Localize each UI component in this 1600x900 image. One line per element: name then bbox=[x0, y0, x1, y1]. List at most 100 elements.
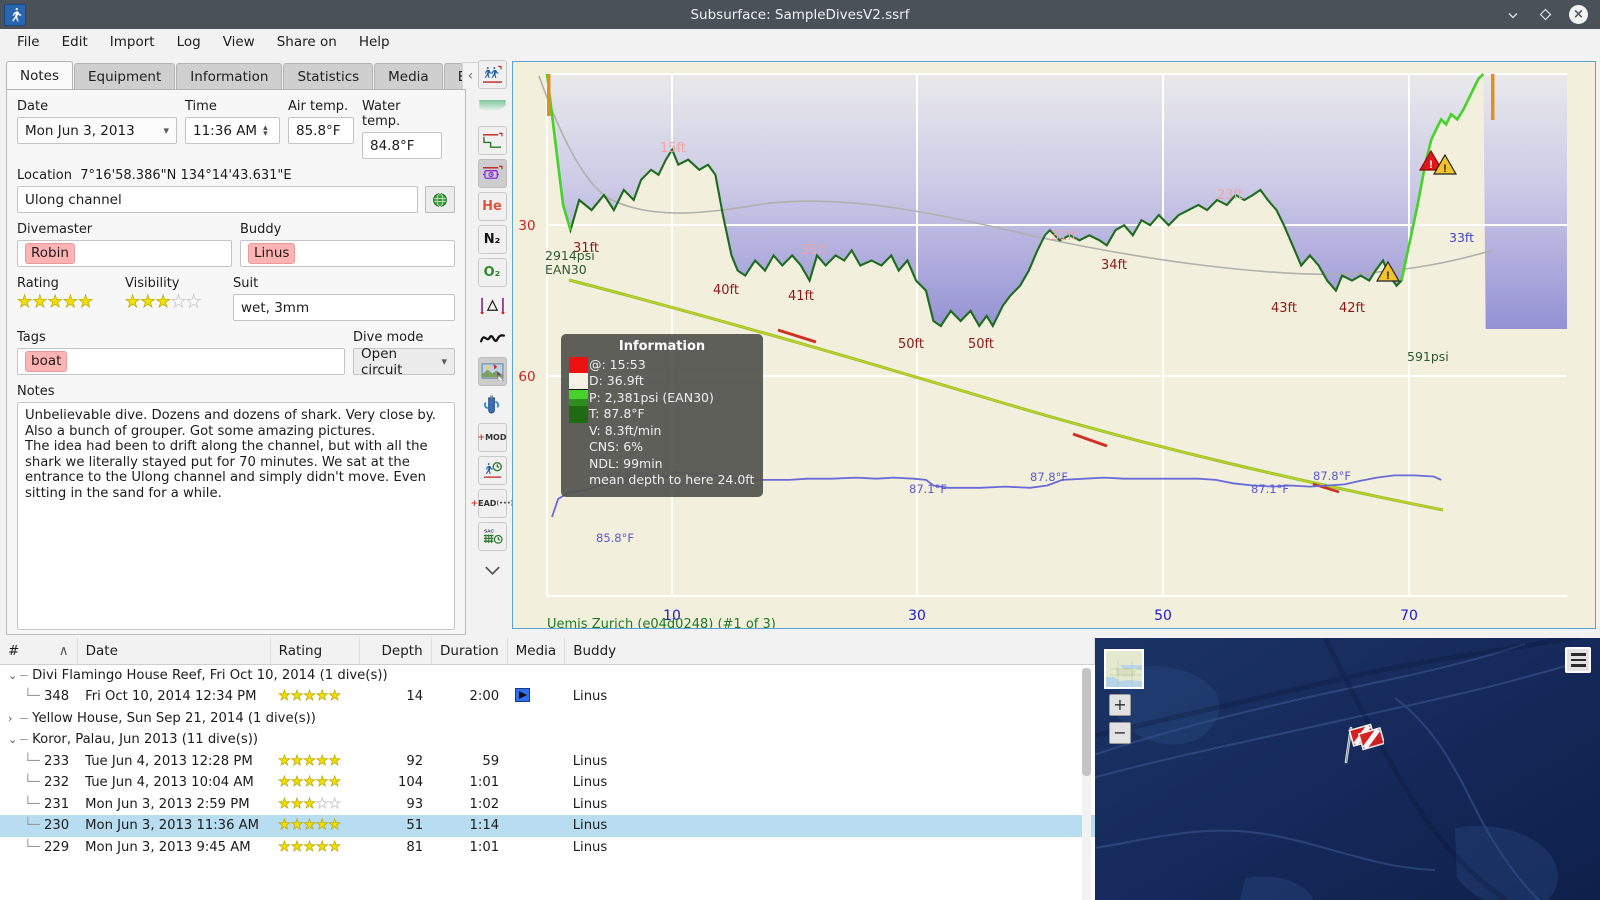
dive-mode-select[interactable]: Open circuit ▾ bbox=[353, 346, 455, 378]
notes-textarea[interactable]: Unbelievable dive. Dozens and dozens of … bbox=[17, 402, 455, 630]
column-header-depth[interactable]: Depth bbox=[359, 638, 432, 665]
tab-media[interactable]: Media bbox=[374, 63, 443, 89]
map-zoom-out-button[interactable]: − bbox=[1109, 722, 1131, 744]
dive-list-vertical-scrollbar[interactable] bbox=[1082, 668, 1091, 900]
mod-icon[interactable]: + MOD bbox=[477, 423, 507, 452]
heart-rate-icon[interactable] bbox=[478, 291, 507, 320]
chevron-down-icon[interactable]: ⌄ bbox=[8, 668, 18, 682]
star-3: ★ bbox=[303, 752, 316, 769]
tank-bar-icon[interactable] bbox=[478, 390, 507, 419]
dive-list-row[interactable]: └─ 232 Tue Jun 4, 2013 10:04 AM ★★★★★ 104 1:… bbox=[0, 772, 1095, 794]
star-4: ★ bbox=[315, 774, 329, 791]
menu-help[interactable]: Help bbox=[358, 34, 390, 50]
tooltip-velocity-value: V: 8.3ft/min bbox=[589, 422, 662, 438]
dive-profile-chart[interactable]: 30 60 10 30 50 70 31ft 15ft 40ft 41ft 35… bbox=[512, 61, 1596, 629]
tab-extra-info[interactable]: E bbox=[443, 63, 463, 89]
visibility-stars[interactable]: ★★★★★ bbox=[125, 292, 225, 312]
chevron-right-icon[interactable]: › bbox=[8, 711, 13, 725]
photos-icon[interactable] bbox=[477, 357, 507, 386]
dive-list-row[interactable]: └─ 230 Mon Jun 3, 2013 11:36 AM ★★★★★ 51 1:1… bbox=[0, 815, 1095, 837]
dive-list-row[interactable]: └─ 233 Tue Jun 4, 2013 12:28 PM ★★★★★ 92 59 L… bbox=[0, 751, 1095, 773]
he-partial-pressure-icon[interactable]: He bbox=[477, 192, 507, 221]
scrollbar-thumb[interactable] bbox=[1082, 668, 1091, 776]
column-header-date[interactable]: Date bbox=[77, 638, 271, 665]
minimize-button[interactable] bbox=[1505, 7, 1521, 23]
map-panel[interactable]: + − bbox=[1095, 638, 1600, 900]
ead-icon[interactable]: + EAD (•••) bbox=[471, 489, 513, 518]
show-ceiling-icon[interactable] bbox=[478, 93, 507, 122]
star-2: ★ bbox=[290, 795, 304, 812]
tissue-graph-icon[interactable] bbox=[478, 324, 507, 353]
event-marker-warning-yellow-2[interactable]: ! bbox=[1375, 260, 1401, 282]
media-icon[interactable] bbox=[515, 687, 531, 702]
star-5[interactable]: ★ bbox=[186, 292, 202, 312]
world-minimap[interactable] bbox=[1104, 649, 1144, 689]
menu-share-on[interactable]: Share on bbox=[276, 34, 337, 50]
show-reported-ceiling-icon[interactable] bbox=[477, 126, 507, 155]
tags-input[interactable]: boat bbox=[17, 348, 345, 375]
sac-icon[interactable]: SAC bbox=[477, 522, 507, 551]
globe-icon[interactable] bbox=[425, 186, 455, 213]
star-5[interactable]: ★ bbox=[78, 292, 94, 312]
star-1: ★ bbox=[278, 817, 291, 834]
scale-profile-icon[interactable] bbox=[477, 60, 507, 89]
column-header-rating[interactable]: Rating bbox=[270, 638, 360, 665]
menu-log[interactable]: Log bbox=[176, 34, 201, 50]
divemaster-input[interactable]: Robin bbox=[17, 240, 232, 267]
star-4[interactable]: ★ bbox=[170, 292, 186, 312]
spinner-icon[interactable]: ▴ ▾ bbox=[263, 122, 268, 139]
depth-tick-30: 30 bbox=[518, 218, 535, 234]
close-button[interactable]: × bbox=[1569, 5, 1588, 24]
location-input[interactable]: Ulong channel bbox=[17, 186, 418, 213]
map-menu-button[interactable] bbox=[1565, 647, 1591, 673]
ndl-tts-icon[interactable] bbox=[477, 456, 507, 485]
column-header-number[interactable]: # ∧ bbox=[0, 638, 78, 665]
star-2[interactable]: ★ bbox=[32, 292, 48, 312]
water-temp-input[interactable]: 84.8°F bbox=[362, 132, 442, 159]
menu-edit[interactable]: Edit bbox=[61, 34, 88, 50]
chevron-down-icon[interactable]: ⌄ bbox=[8, 733, 18, 747]
star-2[interactable]: ★ bbox=[140, 292, 156, 312]
star-3[interactable]: ★ bbox=[155, 292, 171, 312]
air-temp-input[interactable]: 85.8°F bbox=[288, 117, 354, 144]
minimap-svg bbox=[1106, 651, 1142, 687]
tab-scroll-left-icon[interactable]: ‹ bbox=[467, 68, 474, 84]
dive-list-group-row[interactable]: › – Yellow House, Sun Sep 21, 2014 (1 div… bbox=[0, 708, 1095, 730]
time-input[interactable]: 11:36 AM ▴ ▾ bbox=[185, 117, 280, 144]
tab-notes[interactable]: Notes bbox=[6, 61, 73, 89]
event-marker-warning-red[interactable]: ! bbox=[1418, 149, 1444, 171]
menu-view[interactable]: View bbox=[222, 34, 255, 50]
star-4[interactable]: ★ bbox=[62, 292, 78, 312]
dive-list-group-row[interactable]: ⌄ – Divi Flamingo House Reef, Fri Oct 10,… bbox=[0, 664, 1095, 686]
column-header-media[interactable]: Media bbox=[507, 638, 566, 665]
suit-input[interactable]: wet, 3mm bbox=[233, 294, 455, 321]
rating-stars[interactable]: ★★★★★ bbox=[17, 292, 117, 312]
dive-list-group-row[interactable]: ⌄ – Koror, Palau, Jun 2013 (11 dive(s)) bbox=[0, 729, 1095, 751]
date-input[interactable]: Mon Jun 3, 2013 ▾ bbox=[17, 117, 177, 144]
menu-import[interactable]: Import bbox=[109, 34, 155, 50]
buddy-input[interactable]: Linus bbox=[240, 240, 455, 267]
dive-list-table: # ∧ Date Rating Depth Duration Media Bud… bbox=[0, 638, 1095, 858]
o2-partial-pressure-icon[interactable]: O₂ bbox=[477, 258, 507, 287]
horizontal-splitter[interactable] bbox=[0, 633, 1600, 638]
tab-information[interactable]: Information bbox=[176, 63, 283, 89]
n2-partial-pressure-icon[interactable]: N₂ bbox=[477, 225, 507, 254]
dive-list-row[interactable]: └─ 348 Fri Oct 10, 2014 12:34 PM ★★★★★ 14 2:… bbox=[0, 686, 1095, 708]
dive-list-row[interactable]: └─ 231 Mon Jun 3, 2013 2:59 PM ★★★★★ 93 1:02… bbox=[0, 794, 1095, 816]
dive-list[interactable]: # ∧ Date Rating Depth Duration Media Bud… bbox=[0, 638, 1095, 900]
tab-equipment[interactable]: Equipment bbox=[74, 63, 176, 89]
menu-file[interactable]: File bbox=[17, 34, 40, 50]
event-marker-warning-yellow-1[interactable]: ! bbox=[1432, 153, 1458, 175]
maximize-button[interactable] bbox=[1537, 7, 1553, 23]
star-1[interactable]: ★ bbox=[17, 292, 33, 312]
dive-flag-marker[interactable] bbox=[1338, 720, 1386, 770]
tab-statistics[interactable]: Statistics bbox=[283, 63, 374, 89]
column-header-duration[interactable]: Duration bbox=[431, 638, 508, 665]
star-3[interactable]: ★ bbox=[47, 292, 63, 312]
dive-list-row[interactable]: └─ 229 Mon Jun 3, 2013 9:45 AM ★★★★★ 81 1:01… bbox=[0, 837, 1095, 859]
star-1[interactable]: ★ bbox=[125, 292, 141, 312]
chevron-down-icon[interactable] bbox=[478, 555, 507, 584]
column-header-buddy[interactable]: Buddy bbox=[564, 638, 1095, 665]
map-zoom-in-button[interactable]: + bbox=[1109, 694, 1131, 716]
show-dc-reported-ceiling-icon[interactable] bbox=[477, 159, 507, 188]
